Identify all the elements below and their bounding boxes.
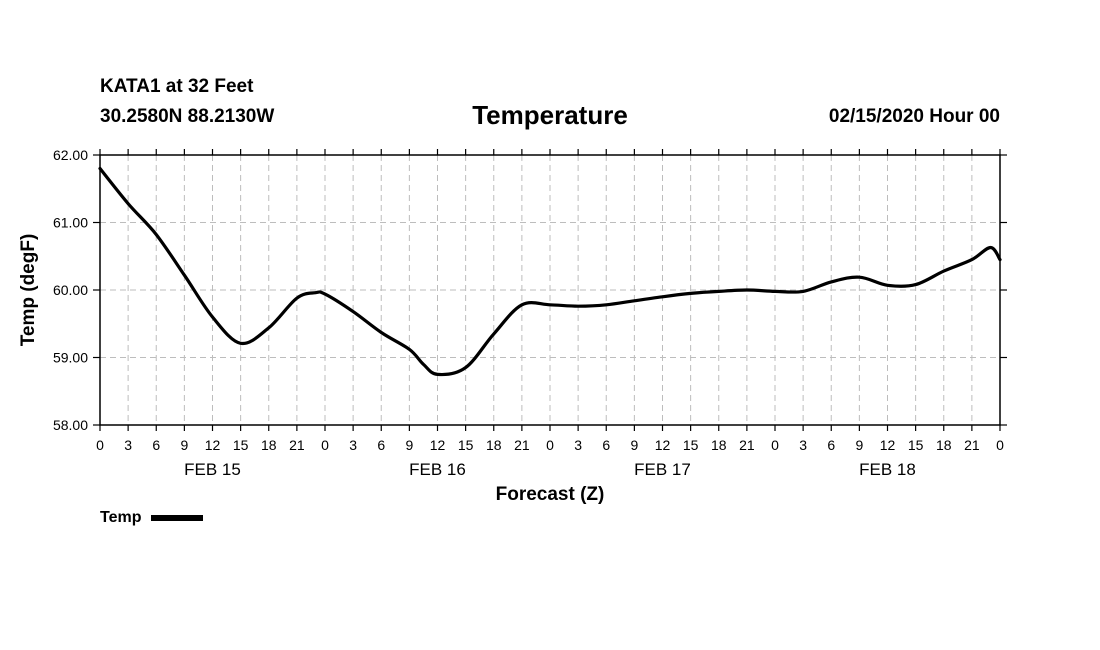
x-tick-label: 0: [321, 437, 329, 453]
y-axis-ticks: 58.00 59.00 60.00 61.00 62.00: [53, 147, 1007, 433]
chart-title: Temperature: [472, 100, 628, 130]
x-tick-label: 9: [405, 437, 413, 453]
x-tick-label: 3: [799, 437, 807, 453]
y-tick-label: 61.00: [53, 215, 88, 231]
x-tick-label: 12: [430, 437, 446, 453]
x-tick-label: 18: [936, 437, 952, 453]
x-tick-label: 0: [771, 437, 779, 453]
x-tick-label: 21: [514, 437, 530, 453]
data-point: [296, 297, 298, 299]
x-tick-label: 18: [261, 437, 277, 453]
data-point: [914, 283, 917, 286]
y-axis-label: Temp (degF): [18, 234, 39, 347]
data-point: [886, 284, 889, 287]
data-point: [746, 289, 748, 291]
data-point: [239, 342, 242, 345]
day-label: FEB 17: [634, 460, 691, 479]
data-point: [155, 233, 158, 236]
y-tick-label: 62.00: [53, 147, 88, 163]
y-tick-label: 58.00: [53, 417, 88, 433]
x-tick-label: 6: [602, 437, 610, 453]
x-tick-label: 3: [124, 437, 132, 453]
x-tick-label: 0: [996, 437, 1004, 453]
data-point: [127, 202, 129, 205]
day-labels: FEB 15 FEB 16 FEB 17 FEB 18: [184, 460, 916, 479]
x-tick-label: 18: [711, 437, 727, 453]
series-layer: [98, 166, 1002, 377]
series-line-temp: [98, 166, 1002, 377]
data-point: [521, 304, 523, 306]
data-point: [661, 295, 664, 298]
x-tick-label: 18: [486, 437, 502, 453]
x-tick-label: 0: [546, 437, 554, 453]
legend-line-swatch: [151, 515, 204, 521]
data-point: [605, 304, 608, 306]
data-point: [380, 331, 383, 334]
x-tick-label: 0: [96, 437, 104, 453]
x-tick-label: 15: [908, 437, 924, 453]
data-point: [717, 290, 720, 293]
x-tick-label: 15: [458, 437, 474, 453]
data-point: [314, 291, 317, 294]
x-tick-label: 3: [574, 437, 582, 453]
data-point: [183, 274, 186, 276]
data-point: [464, 366, 467, 369]
data-point: [633, 300, 636, 302]
x-tick-label: 12: [655, 437, 671, 453]
x-tick-label: 21: [739, 437, 755, 453]
data-point: [577, 305, 579, 308]
data-point: [211, 316, 214, 318]
data-point: [492, 333, 495, 335]
data-point: [436, 373, 439, 376]
legend-label: Temp: [100, 509, 142, 526]
x-tick-label: 6: [827, 437, 835, 453]
x-tick-label: 6: [377, 437, 385, 453]
data-point: [858, 276, 861, 278]
data-point: [549, 304, 551, 306]
x-tick-label: 15: [233, 437, 249, 453]
data-point: [942, 270, 945, 272]
data-point: [971, 258, 973, 261]
legend: Temp: [100, 509, 204, 527]
day-label: FEB 16: [409, 460, 466, 479]
x-tick-label: 15: [683, 437, 699, 453]
data-point: [352, 310, 354, 313]
data-point: [408, 348, 411, 351]
x-tick-label: 9: [630, 437, 638, 453]
data-point: [422, 363, 425, 366]
x-axis-label: Forecast (Z): [496, 484, 605, 505]
x-tick-label: 12: [205, 437, 221, 453]
station-coordinates: 30.2580N 88.2130W: [100, 106, 275, 127]
x-tick-label: 6: [152, 437, 160, 453]
y-tick-label: 59.00: [53, 350, 88, 366]
grid-lines: [100, 155, 1000, 425]
data-point: [689, 292, 692, 295]
data-point: [802, 290, 804, 293]
forecast-datetime: 02/15/2020 Hour 00: [828, 106, 1000, 127]
x-tick-label: 3: [349, 437, 357, 453]
x-axis-ticks: 0 3 6 9 12 15 18 21 0 3 6 9 12 15 18 21 0 3 6 9 12 15 18 21 0 3 6 9…: [96, 149, 1004, 453]
x-tick-label: 12: [880, 437, 896, 453]
data-point: [830, 281, 833, 283]
x-tick-label: 9: [180, 437, 188, 453]
x-tick-label: 21: [964, 437, 980, 453]
day-label: FEB 15: [184, 460, 241, 479]
day-label: FEB 18: [859, 460, 916, 479]
y-tick-label: 60.00: [53, 282, 88, 298]
data-point: [989, 246, 992, 249]
station-label: KATA1 at 32 Feet: [100, 76, 254, 97]
data-point: [774, 290, 776, 293]
x-tick-label: 21: [289, 437, 305, 453]
data-point: [324, 293, 326, 295]
data-point: [267, 327, 270, 329]
x-tick-label: 9: [855, 437, 863, 453]
